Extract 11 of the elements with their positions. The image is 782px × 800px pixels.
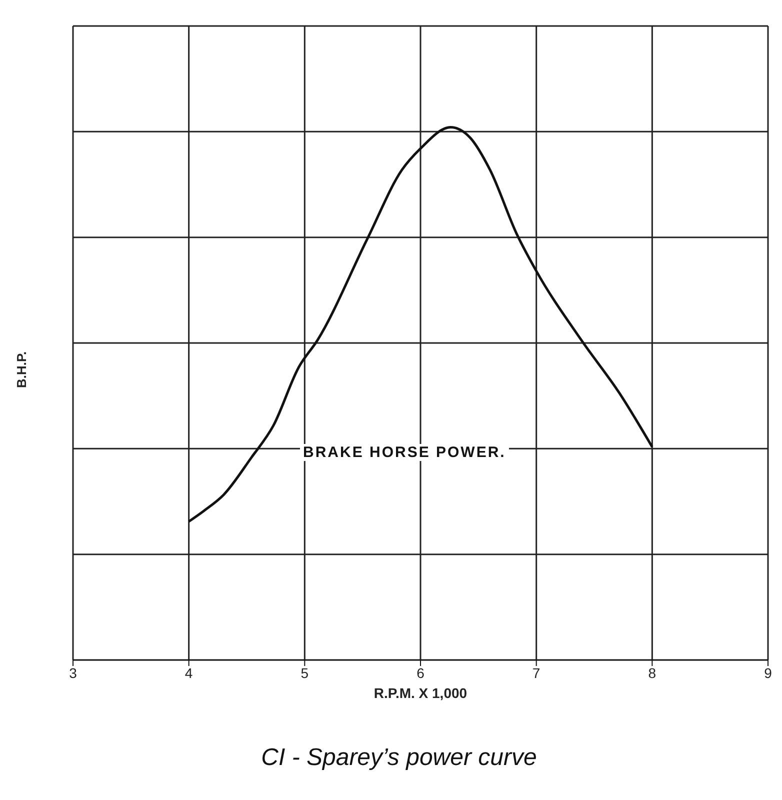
x-tick-label: 4: [184, 664, 193, 681]
x-axis-title: R.P.M. X 1,000: [374, 685, 468, 701]
annotation: BRAKE HORSE POWER.: [300, 444, 509, 461]
text: CI - Sparey’s power curve: [260, 744, 538, 772]
x-tick-label: 8: [648, 664, 656, 681]
y-axis-title: B.H.P.: [14, 351, 29, 388]
x-tick-label: 7: [532, 664, 540, 681]
x-tick-label: 9: [764, 664, 772, 681]
x-tick-label: 5: [300, 664, 309, 681]
x-tick-label: 6: [416, 664, 425, 681]
x-tick-label: 3: [69, 664, 78, 681]
